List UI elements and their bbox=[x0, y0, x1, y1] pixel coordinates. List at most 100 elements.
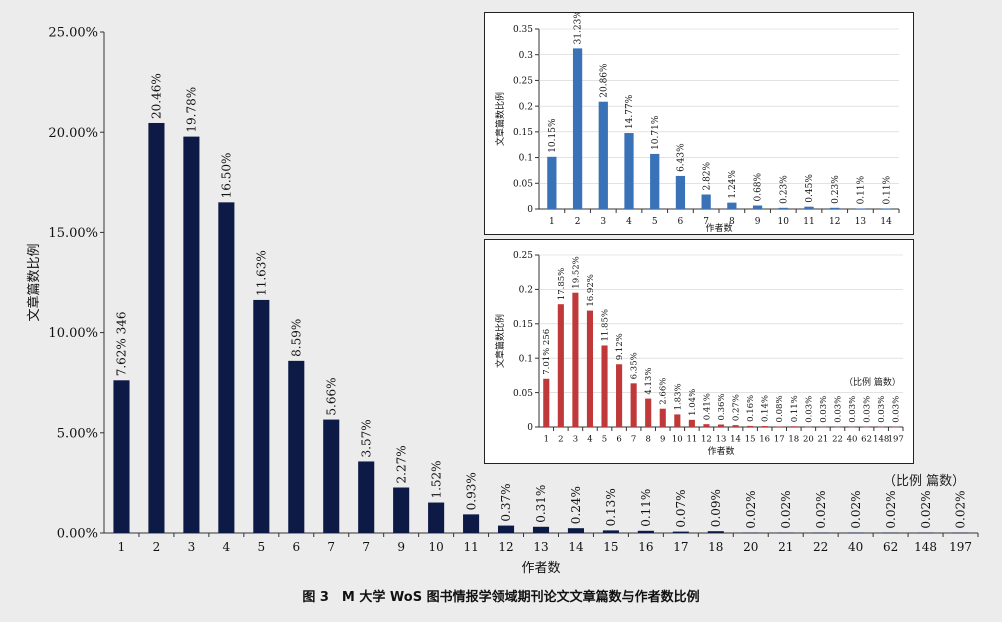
main-data-label: 5.66% bbox=[324, 377, 338, 415]
main-x-tick-label: 10 bbox=[428, 540, 443, 554]
inset-top-y-tick-label: 0.15 bbox=[513, 128, 533, 138]
main-bar bbox=[952, 532, 969, 534]
main-x-tick-label: 21 bbox=[778, 540, 793, 554]
inset-bottom-x-tick-label: 8 bbox=[645, 435, 650, 445]
inset-bottom-bar bbox=[543, 378, 550, 427]
inset-top-bar-chart: 0 0.05 0.1 0.15 0.2 0.25 0.3 0.35 1 10.15% 2 31.23%… bbox=[494, 13, 900, 233]
main-x-tick-label: 148 bbox=[914, 540, 937, 554]
main-data-label: 0.24% bbox=[569, 486, 583, 524]
main-x-tick-label: 12 bbox=[498, 540, 513, 554]
inset-bottom-bar bbox=[790, 426, 797, 427]
inset-bottom-x-tick-label: 14 bbox=[730, 435, 741, 445]
main-data-label: 1.52% bbox=[429, 460, 443, 498]
main-data-label: 0.09% bbox=[709, 489, 723, 527]
inset-bottom-x-tick-label: 12 bbox=[701, 435, 712, 445]
inset-bottom-bar bbox=[776, 426, 783, 428]
main-x-tick-label: 40 bbox=[848, 540, 863, 554]
inset-bottom-data-label: 0.11% bbox=[790, 395, 800, 422]
inset-top-bar bbox=[855, 208, 866, 210]
inset-chart-bottom: 0 0.05 0.1 0.15 0.2 0.25 1 7.01% 256 2 17.85% 3 19.… bbox=[484, 239, 914, 464]
main-x-tick-label: 15 bbox=[603, 540, 618, 554]
inset-bottom-x-tick-label: 148 bbox=[873, 435, 889, 445]
inset-bottom-data-label: 0.36% bbox=[717, 394, 727, 421]
main-bar bbox=[672, 531, 689, 533]
inset-top-x-tick-label: 9 bbox=[755, 217, 761, 227]
main-y-tick-label: 25.00% bbox=[48, 26, 98, 41]
inset-bottom-bar bbox=[834, 426, 841, 428]
main-x-tick-label: 2 bbox=[153, 540, 161, 554]
inset-top-y-tick-label: 0.25 bbox=[513, 77, 533, 87]
inset-top-bar bbox=[778, 207, 788, 209]
inset-bottom-bar bbox=[572, 292, 579, 427]
main-x-axis-title: 作者数 bbox=[521, 561, 560, 576]
inset-top-data-label: 20.86% bbox=[599, 63, 609, 98]
main-bar-chart: 0.00% 5.00% 10.00% 15.00% 20.00% 25.00% 1 7.62%… bbox=[26, 26, 979, 576]
main-data-label: 0.07% bbox=[674, 489, 688, 527]
inset-top-y-tick-label: 0.2 bbox=[519, 102, 533, 112]
main-x-tick-label: 3 bbox=[188, 540, 196, 554]
main-data-label: 0.11% bbox=[639, 489, 653, 527]
main-bar bbox=[637, 530, 654, 533]
inset-bottom-data-label: 7.01% 256 bbox=[542, 329, 552, 375]
main-bar bbox=[358, 461, 375, 533]
main-data-label: 3.57% bbox=[359, 419, 373, 457]
inset-bottom-data-label: 16.92% bbox=[586, 274, 596, 306]
inset-bottom-y-tick-label: 0.25 bbox=[513, 251, 533, 261]
main-data-label: 0.02% bbox=[849, 490, 863, 528]
main-bar bbox=[847, 532, 864, 534]
inset-bottom-data-label: 0.03% bbox=[804, 396, 814, 423]
inset-bottom-data-label: 17.85% bbox=[557, 268, 567, 300]
main-bar bbox=[288, 360, 305, 533]
inset-bottom-legend-note: （比例 篇数） bbox=[844, 378, 901, 388]
inset-top-data-label: 14.77% bbox=[625, 94, 635, 129]
inset-top-data-label: 2.82% bbox=[702, 161, 712, 190]
inset-top-data-label: 0.23% bbox=[831, 175, 841, 204]
main-x-tick-label: 9 bbox=[397, 540, 405, 554]
inset-bottom-x-tick-label: 2 bbox=[558, 435, 563, 445]
inset-bottom-x-tick-label: 197 bbox=[888, 435, 904, 445]
main-x-tick-label: 62 bbox=[883, 540, 898, 554]
inset-bottom-bar bbox=[878, 426, 885, 428]
inset-top-x-axis-title: 作者数 bbox=[705, 222, 732, 233]
inset-top-bar bbox=[830, 207, 840, 209]
inset-top-bar bbox=[727, 202, 737, 209]
inset-bottom-bar bbox=[747, 425, 754, 427]
inset-top-bar bbox=[598, 101, 608, 209]
inset-top-y-tick-label: 0.3 bbox=[519, 51, 534, 61]
inset-bottom-x-tick-label: 3 bbox=[573, 435, 578, 445]
inset-bottom-bar bbox=[703, 424, 710, 427]
inset-bottom-x-tick-label: 17 bbox=[774, 435, 785, 445]
inset-top-data-label: 31.23% bbox=[574, 13, 584, 44]
main-bar bbox=[742, 532, 759, 534]
inset-bottom-data-label: 0.03% bbox=[848, 396, 858, 423]
inset-top-x-tick-label: 13 bbox=[855, 217, 867, 227]
main-bar bbox=[882, 532, 899, 534]
main-x-tick-label: 5 bbox=[257, 540, 265, 554]
inset-bottom-data-label: 0.16% bbox=[746, 395, 756, 422]
inset-bottom-bar bbox=[819, 426, 826, 428]
inset-bottom-x-tick-label: 18 bbox=[788, 435, 799, 445]
main-data-label: 0.13% bbox=[604, 488, 618, 526]
inset-top-y-tick-label: 0.05 bbox=[513, 179, 533, 189]
main-data-label: 16.50% bbox=[220, 153, 234, 199]
inset-bottom-x-tick-label: 4 bbox=[587, 435, 592, 445]
inset-top-x-tick-label: 4 bbox=[626, 217, 632, 227]
inset-bottom-bar bbox=[805, 426, 812, 428]
main-bar bbox=[567, 528, 585, 533]
main-x-tick-label: 4 bbox=[223, 540, 231, 554]
inset-bottom-x-tick-label: 21 bbox=[818, 435, 829, 445]
inset-top-data-label: 0.68% bbox=[754, 172, 764, 201]
main-data-label: 0.02% bbox=[954, 490, 968, 528]
inset-top-y-tick-label: 0.35 bbox=[513, 25, 533, 35]
inset-bottom-bar bbox=[761, 426, 768, 427]
inset-top-x-tick-label: 14 bbox=[880, 217, 892, 227]
inset-top-x-tick-label: 11 bbox=[803, 217, 814, 227]
main-x-tick-label: 11 bbox=[463, 540, 478, 554]
main-x-tick-label: 197 bbox=[949, 540, 972, 554]
inset-bottom-bar bbox=[557, 304, 564, 427]
inset-bottom-x-tick-label: 13 bbox=[716, 435, 727, 445]
inset-top-y-axis-title: 文章篇数比例 bbox=[494, 92, 506, 146]
inset-bottom-bar bbox=[717, 424, 725, 427]
inset-top-x-tick-label: 1 bbox=[549, 217, 555, 227]
inset-bottom-bar bbox=[601, 345, 608, 427]
